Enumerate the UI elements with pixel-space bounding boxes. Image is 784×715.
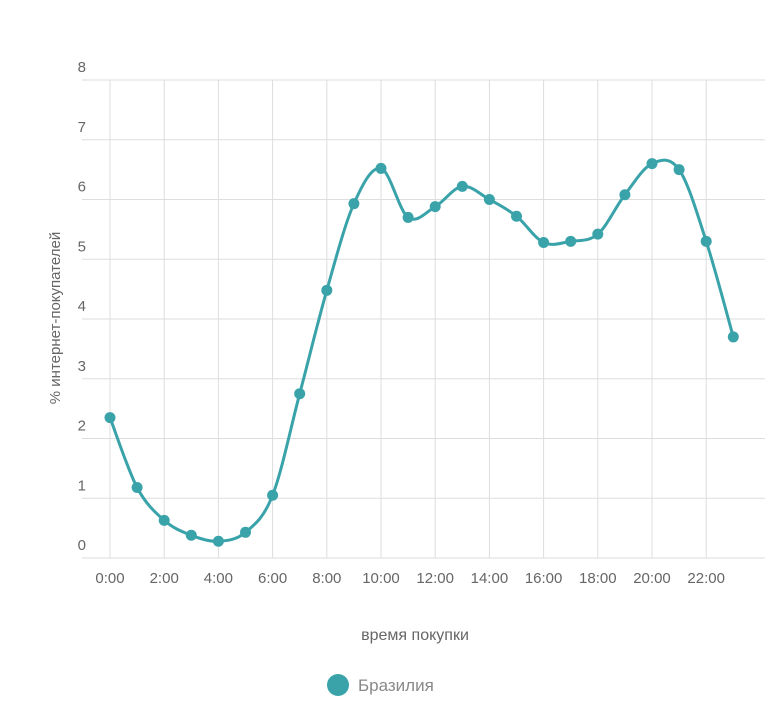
data-point[interactable] — [348, 198, 360, 210]
x-tick-label: 2:00 — [150, 570, 179, 587]
y-tick-label: 2 — [78, 418, 86, 435]
data-point[interactable] — [104, 412, 116, 424]
y-tick-label: 5 — [78, 238, 86, 255]
x-tick-label: 6:00 — [258, 570, 287, 587]
data-point[interactable] — [429, 201, 441, 213]
data-point[interactable] — [456, 180, 468, 192]
y-tick-label: 7 — [78, 119, 86, 136]
x-tick-label: 20:00 — [633, 570, 671, 587]
data-point[interactable] — [646, 158, 658, 170]
x-tick-label: 8:00 — [312, 570, 341, 587]
x-tick-label: 18:00 — [579, 570, 617, 587]
data-point[interactable] — [158, 514, 170, 526]
data-point[interactable] — [538, 237, 550, 249]
x-tick-label: 22:00 — [687, 570, 725, 587]
data-point[interactable] — [565, 235, 577, 247]
x-tick-label: 0:00 — [95, 570, 124, 587]
data-point[interactable] — [212, 535, 224, 547]
data-point[interactable] — [483, 194, 495, 205]
y-axis-ticks: 0 1 2 3 4 5 6 7 8 — [78, 59, 86, 554]
grid — [82, 79, 765, 559]
data-point[interactable] — [700, 235, 712, 247]
y-tick-label: 6 — [78, 179, 86, 196]
data-point[interactable] — [375, 162, 387, 174]
x-tick-label: 4:00 — [204, 570, 233, 587]
data-point[interactable] — [619, 189, 631, 201]
data-point[interactable] — [402, 211, 414, 223]
x-axis-label: время покупки — [361, 627, 469, 644]
legend[interactable]: Бразилия — [327, 674, 434, 696]
x-tick-label: 14:00 — [471, 570, 509, 587]
legend-label: Бразилия — [358, 676, 434, 695]
x-tick-label: 16:00 — [525, 570, 563, 587]
data-point[interactable] — [267, 489, 279, 501]
y-axis-label: % интернет-покупателей — [47, 232, 64, 404]
data-point[interactable] — [321, 284, 333, 296]
y-tick-label: 0 — [78, 537, 86, 554]
y-tick-label: 1 — [78, 477, 86, 494]
data-point[interactable] — [240, 526, 251, 538]
x-axis-ticks: 0:00 2:00 4:00 6:00 8:00 10:00 12:00 14:00 16:00… — [95, 570, 725, 587]
series-layer — [104, 158, 739, 547]
data-point[interactable] — [673, 164, 685, 176]
data-point[interactable] — [592, 228, 604, 240]
data-point[interactable] — [511, 210, 522, 222]
data-point[interactable] — [131, 481, 143, 493]
data-point[interactable] — [727, 331, 739, 343]
legend-marker — [327, 674, 349, 696]
data-point[interactable] — [294, 388, 306, 400]
x-tick-label: 10:00 — [362, 570, 400, 587]
data-point[interactable] — [185, 529, 197, 541]
y-tick-label: 8 — [78, 59, 86, 76]
x-tick-label: 12:00 — [416, 570, 454, 587]
y-tick-label: 3 — [78, 358, 86, 375]
y-tick-label: 4 — [78, 298, 86, 315]
